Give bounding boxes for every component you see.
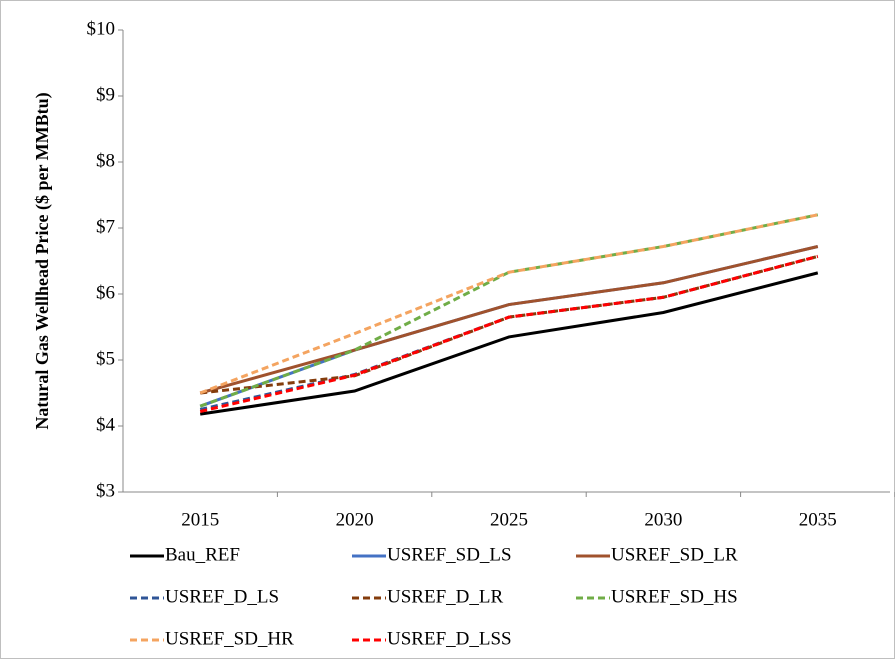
y-tick-label: $6 (96, 282, 115, 303)
series-line (199, 271, 819, 416)
x-tick-label: 2035 (799, 509, 837, 530)
y-tick-label: $4 (96, 414, 116, 435)
x-tick-label: 2025 (490, 509, 528, 530)
y-axis-label: Natural Gas Wellhead Price ($ per MMBtu) (32, 92, 53, 429)
legend-label: Bau_REF (165, 544, 240, 565)
legend-label: USREF_D_LS (165, 586, 279, 607)
y-tick-label: $7 (96, 216, 115, 237)
y-tick-label: $5 (96, 348, 115, 369)
y-tick-label: $8 (96, 150, 115, 171)
y-tick-label: $9 (96, 84, 115, 105)
x-tick-label: 2015 (181, 509, 219, 530)
x-tick-label: 2030 (644, 509, 682, 530)
series-line (199, 245, 819, 395)
legend-label: USREF_SD_HS (611, 586, 738, 607)
legend-label: USREF_D_LR (387, 586, 503, 607)
legend-label: USREF_SD_LS (387, 544, 512, 565)
legend-label: USREF_SD_LR (611, 544, 738, 565)
series-line (199, 254, 819, 413)
x-tick-label: 2020 (336, 509, 374, 530)
legend-label: USREF_SD_HR (165, 628, 294, 649)
y-tick-label: $3 (96, 480, 115, 501)
y-tick-label: $10 (87, 18, 116, 39)
legend-label: USREF_D_LSS (387, 628, 512, 649)
series-line (199, 213, 819, 395)
